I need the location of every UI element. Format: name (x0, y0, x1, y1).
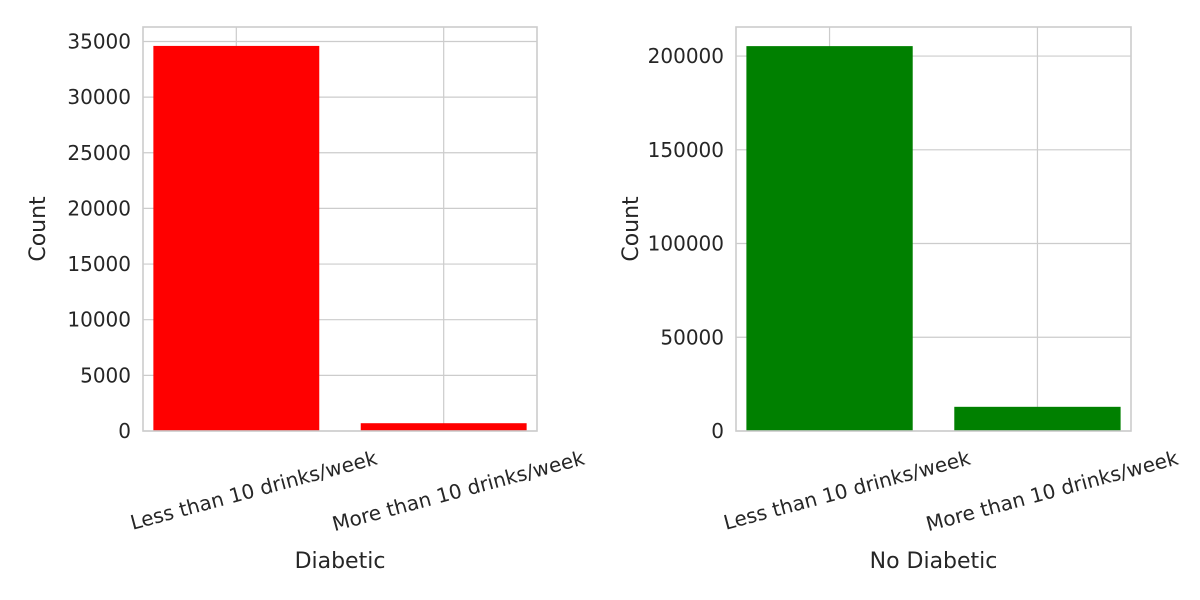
y-tick-label: 15000 (67, 252, 131, 276)
y-tick-label: 0 (118, 419, 131, 443)
plot-frame (142, 26, 538, 432)
y-tick-label: 0 (711, 419, 724, 443)
x-axis-label: No Diabetic (870, 549, 998, 574)
bar-no-diabetic-more-than-10 (954, 406, 1121, 431)
y-tick-label: 200000 (648, 44, 724, 68)
y-axis-label: Count (26, 196, 51, 262)
y-axis-label: Count (619, 196, 644, 262)
y-tick-label: 50000 (660, 325, 724, 349)
bar-diabetic-more-than-10 (360, 423, 527, 431)
x-axis-label: Diabetic (295, 549, 386, 574)
y-tick-label: 35000 (67, 29, 131, 53)
y-tick-label: 5000 (80, 363, 131, 387)
bar-no-diabetic-less-than-10 (746, 46, 913, 431)
y-tick-label: 150000 (648, 138, 724, 162)
diabetic-panel: 05000100001500020000250003000035000Less … (26, 26, 587, 574)
y-tick-label: 30000 (67, 85, 131, 109)
y-tick-label: 25000 (67, 141, 131, 165)
y-tick-label: 10000 (67, 308, 131, 332)
y-tick-label: 20000 (67, 196, 131, 220)
y-tick-label: 100000 (648, 232, 724, 256)
bar-diabetic-less-than-10 (153, 45, 320, 432)
plot-frame (735, 26, 1132, 432)
